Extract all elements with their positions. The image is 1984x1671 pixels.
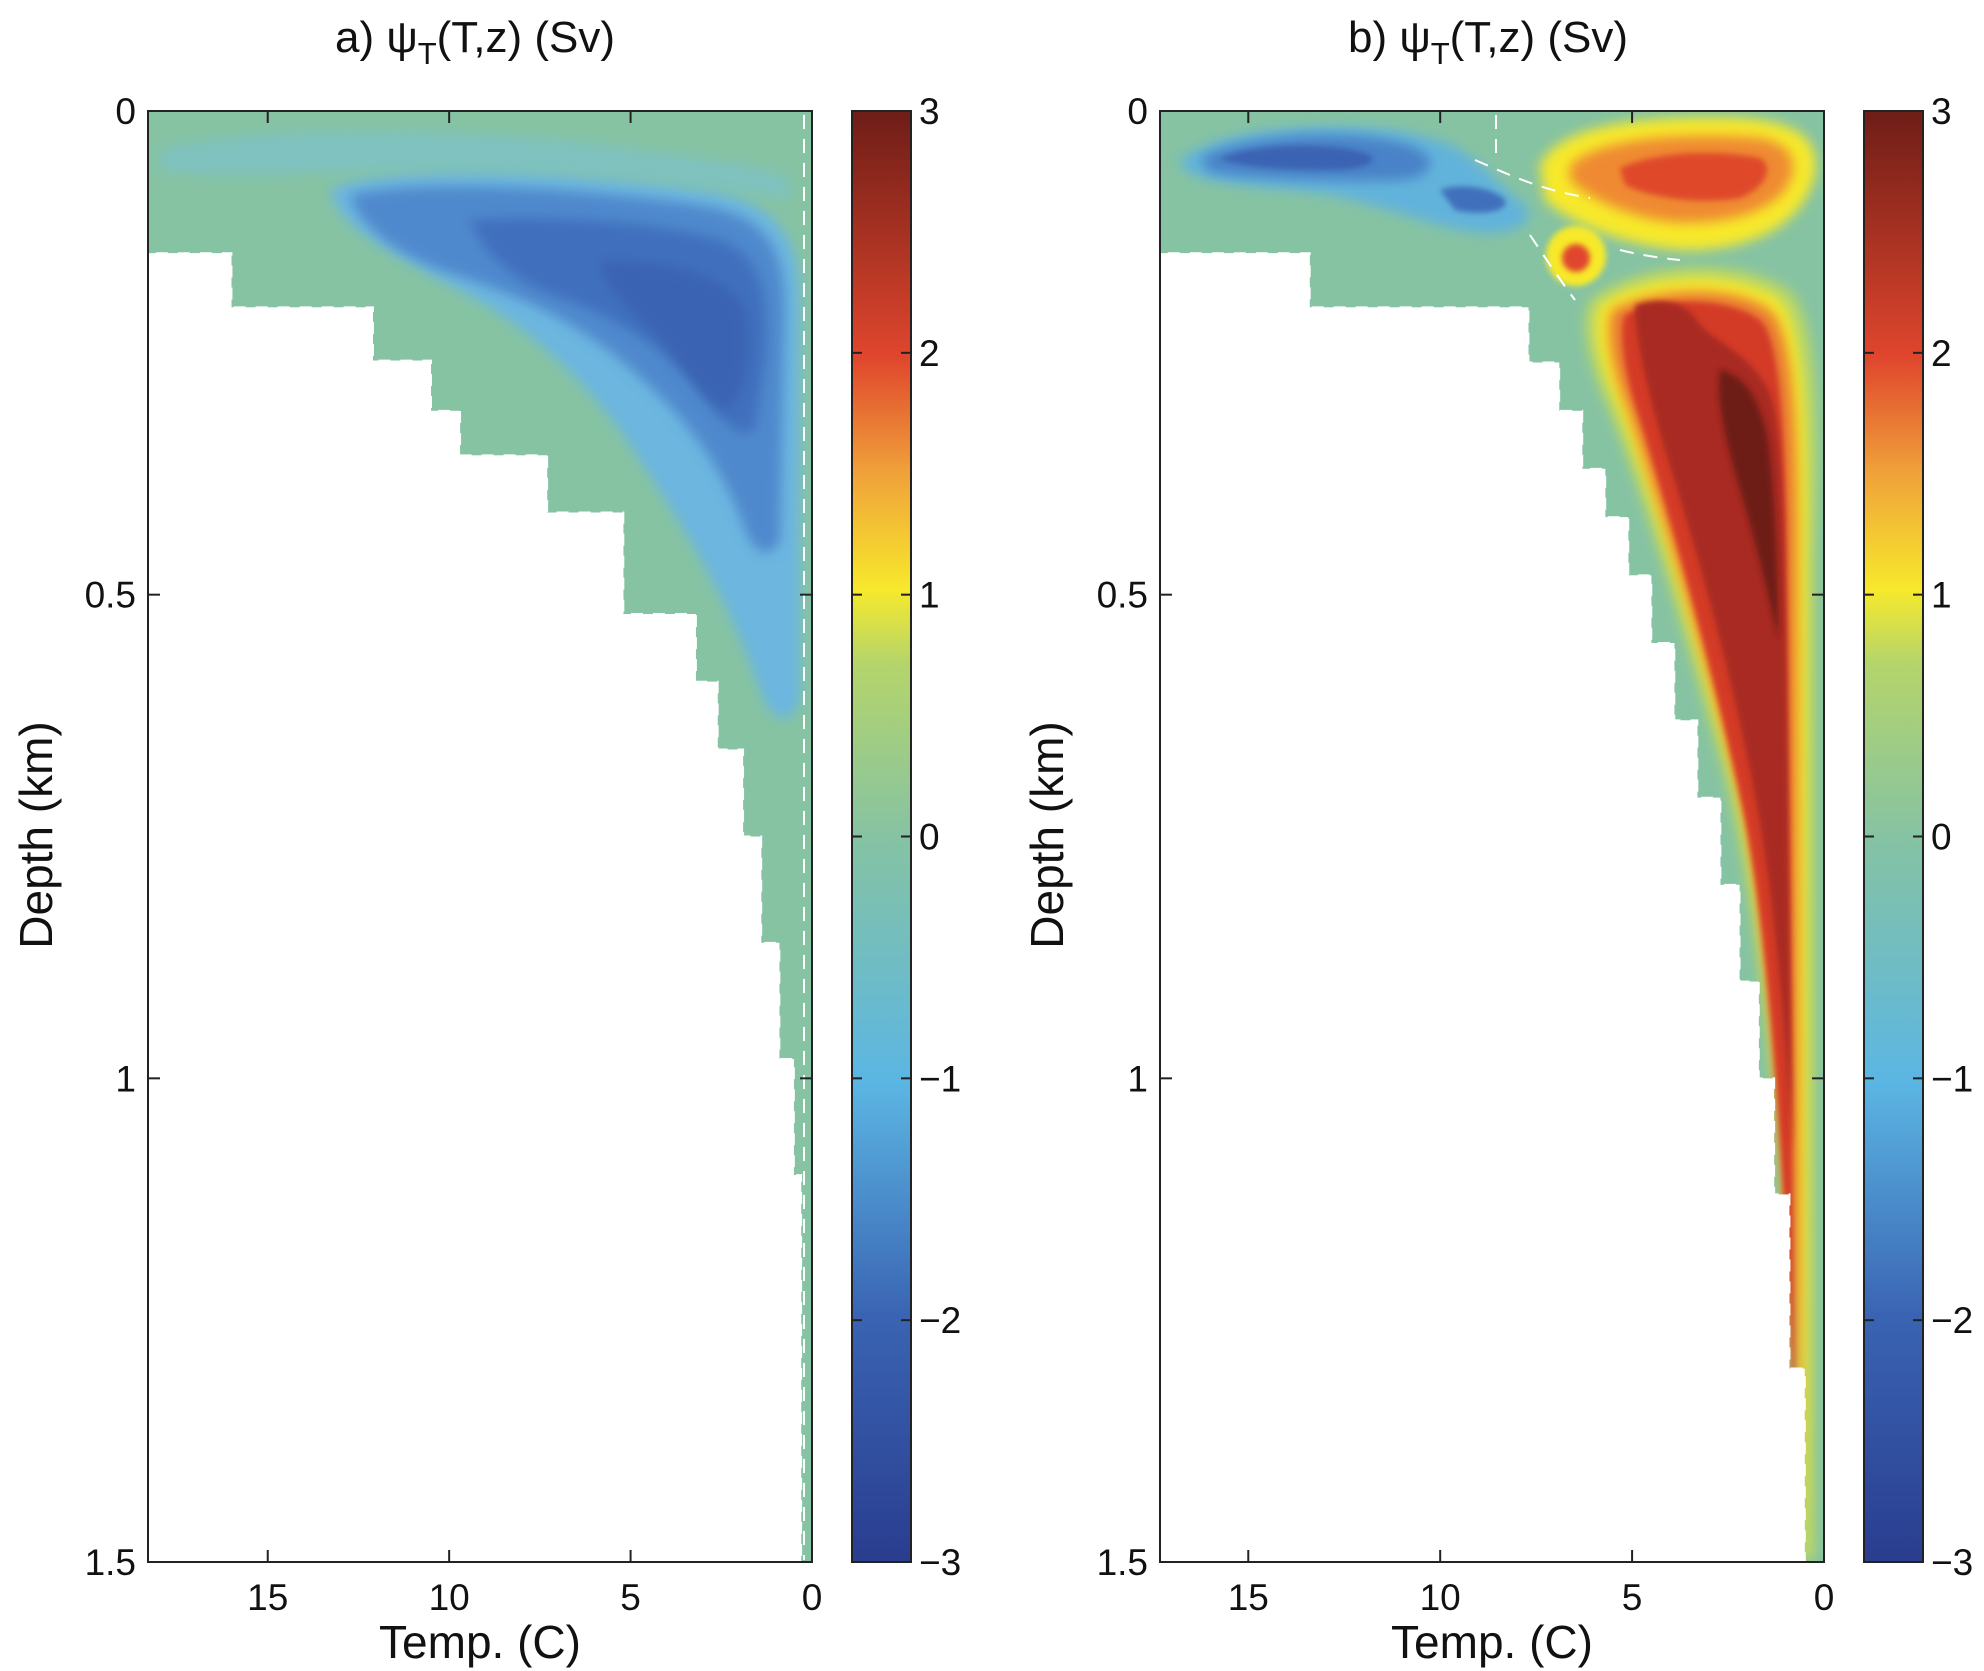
colorbar-tick-label: 3 [1931, 91, 1952, 132]
panel-b-tongue-core [1718, 370, 1778, 640]
colorbar-tick-label: −3 [919, 1542, 961, 1583]
panel-b-xlabel: Temp. (C) [1391, 1616, 1593, 1668]
panel-a-title: a) ψT(T,z) (Sv) [335, 13, 615, 71]
panel-b-field [1160, 111, 1824, 1562]
panel-a-axes-box [147, 110, 813, 1563]
x-tick-label: 5 [1622, 1577, 1643, 1618]
y-tick-label: 1 [1127, 1058, 1148, 1099]
colorbar-tick-label: −2 [1931, 1300, 1973, 1341]
panel-a-shallow-band [160, 131, 790, 200]
colorbar-tick-label: 1 [1931, 575, 1952, 616]
colorbar-tick-label: 2 [919, 333, 940, 374]
panel-b-neg-blob [1440, 186, 1506, 213]
panel-a-ylabel: Depth (km) [10, 721, 62, 948]
x-tick-label: 5 [620, 1577, 641, 1618]
x-tick-label: 15 [247, 1577, 288, 1618]
y-tick-label: 1.5 [85, 1542, 136, 1583]
panel-a-min-core [600, 260, 749, 410]
y-tick-label: 0 [115, 91, 136, 132]
panel-a: a) ψT(T,z) (Sv) 15 10 5 000.511.5 Temp. (C)… [10, 13, 961, 1668]
panel-b: b) ψT(T,z) (Sv) 15 10 5 00 [1021, 13, 1973, 1668]
panel-a-domain-fill [148, 111, 812, 1562]
panel-b-zero-contour [1474, 115, 1681, 301]
panel-b-ticks: 15 10 5 0 0 0.5 1 1.5 [1097, 91, 1835, 1618]
colorbar-tick-label: 3 [919, 91, 940, 132]
colorbar-tick-label: −2 [919, 1300, 961, 1341]
panel-b-neg-lobe-core [1220, 145, 1373, 170]
y-tick-label: 1.5 [1097, 1542, 1148, 1583]
colorbar-tick-label: 0 [1931, 817, 1952, 858]
colorbar-tick-label: 2 [1931, 333, 1952, 374]
x-tick-label: 10 [429, 1577, 470, 1618]
panel-b-ylabel: Depth (km) [1021, 721, 1073, 948]
panel-b-small-max-core [1562, 244, 1590, 272]
colorbar-tick-label: −1 [1931, 1058, 1973, 1099]
colorbar-tick-label: −1 [919, 1058, 961, 1099]
y-tick-label: 0.5 [85, 575, 136, 616]
colorbar-tick-label: 1 [919, 575, 940, 616]
panel-a-xlabel: Temp. (C) [379, 1616, 581, 1668]
y-tick-label: 0.5 [1097, 575, 1148, 616]
x-tick-label: 0 [1814, 1577, 1835, 1618]
y-tick-label: 1 [115, 1058, 136, 1099]
panel-a-colorbar-ticks: 3 2 1 0 −1 −2 −3 [852, 91, 961, 1583]
panel-a-ticks: 15 10 5 0 0 0.5 1 1.5 [85, 91, 823, 1618]
x-tick-label: 10 [1420, 1577, 1461, 1618]
panel-b-title: b) ψT(T,z) (Sv) [1348, 13, 1628, 71]
x-tick-label: 15 [1228, 1577, 1269, 1618]
panel-b-axes-box [1159, 110, 1825, 1563]
panel-b-domain-outline [1159, 110, 1825, 1563]
panel-b-pos-top-core [1620, 152, 1768, 201]
x-tick-label: 0 [802, 1577, 823, 1618]
panel-a-field [148, 111, 812, 1562]
panel-a-domain-outline [147, 110, 813, 1563]
colorbar-tick-label: −3 [1931, 1542, 1973, 1583]
colorbar-tick-label: 0 [919, 817, 940, 858]
panel-b-colorbar-ticks: 3 2 1 0 −1 −2 −3 [1864, 91, 1973, 1583]
y-tick-label: 0 [1127, 91, 1148, 132]
